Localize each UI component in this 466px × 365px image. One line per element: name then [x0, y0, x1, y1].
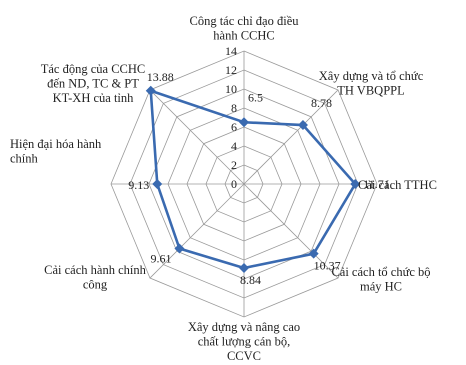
category-labels: Công tác chỉ đạo điều hành CCHC Xây dựng v… [10, 14, 437, 363]
data-label: 9.13 [128, 178, 149, 192]
tick-label: 6 [231, 120, 237, 134]
tick-label: 14 [225, 44, 237, 58]
tick-label: 2 [231, 158, 237, 172]
category-label: Xây dựng và tổ chức TH VBQPPL [319, 69, 424, 98]
data-point [297, 120, 308, 131]
series-line [149, 88, 357, 270]
category-label: Công tác chỉ đạo điều hành CCHC [190, 14, 300, 43]
data-point [145, 85, 156, 96]
data-point [308, 248, 319, 259]
tick-label: 4 [231, 139, 237, 153]
data-label: 6.5 [248, 90, 263, 104]
data-point [350, 179, 361, 189]
data-label: 10.37 [314, 259, 341, 273]
data-label: 8.78 [311, 96, 332, 110]
category-label: Cải cách hành chính công [44, 263, 146, 292]
tick-label: 0 [231, 177, 237, 191]
tick-label: 8 [231, 101, 237, 115]
category-label: Cải cách tổ chức bộ máy HC [331, 265, 430, 294]
data-point [239, 262, 249, 273]
data-label: 11.71 [363, 177, 390, 191]
category-label: Xây dựng và nâng cao chất lượng cán bộ, CC… [188, 320, 300, 363]
radial-tick-labels: 0 2 4 6 8 10 12 14 [225, 44, 237, 191]
grid-spoke [243, 183, 339, 279]
data-label: 9.61 [150, 252, 171, 266]
data-point [174, 243, 185, 254]
tick-label: 10 [225, 82, 237, 96]
data-label: 13.88 [147, 70, 174, 84]
category-label: Tác động của CCHC đến ND, TC & PT KT-XH củ… [41, 62, 146, 105]
series-layer [145, 85, 361, 273]
data-point [239, 117, 249, 128]
category-label: Hiện đại hóa hành chính [10, 137, 102, 166]
data-point [152, 179, 163, 189]
category-label: Cải cách TTHC [358, 178, 437, 192]
data-label: 8.84 [240, 273, 261, 287]
tick-label: 12 [225, 63, 237, 77]
grid-spoke [243, 89, 339, 185]
data-labels: 6.5 8.78 11.71 10.37 8.84 9.61 9.13 13.88 [128, 70, 390, 287]
grid-spoke [149, 183, 245, 279]
radar-grid [110, 50, 378, 318]
grid-spoke [149, 89, 245, 185]
